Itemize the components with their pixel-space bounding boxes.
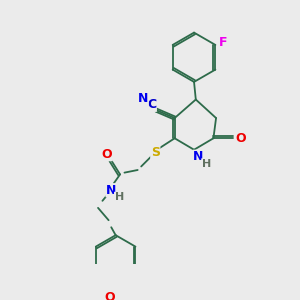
Text: O: O (104, 291, 115, 300)
Text: C: C (147, 98, 156, 111)
Text: F: F (219, 36, 228, 49)
Text: N: N (138, 92, 148, 105)
Text: S: S (151, 146, 160, 159)
Text: N: N (106, 184, 116, 197)
Text: O: O (101, 148, 112, 160)
Text: H: H (202, 159, 211, 169)
Text: N: N (193, 150, 204, 163)
Text: O: O (236, 132, 246, 145)
Text: H: H (115, 192, 124, 202)
